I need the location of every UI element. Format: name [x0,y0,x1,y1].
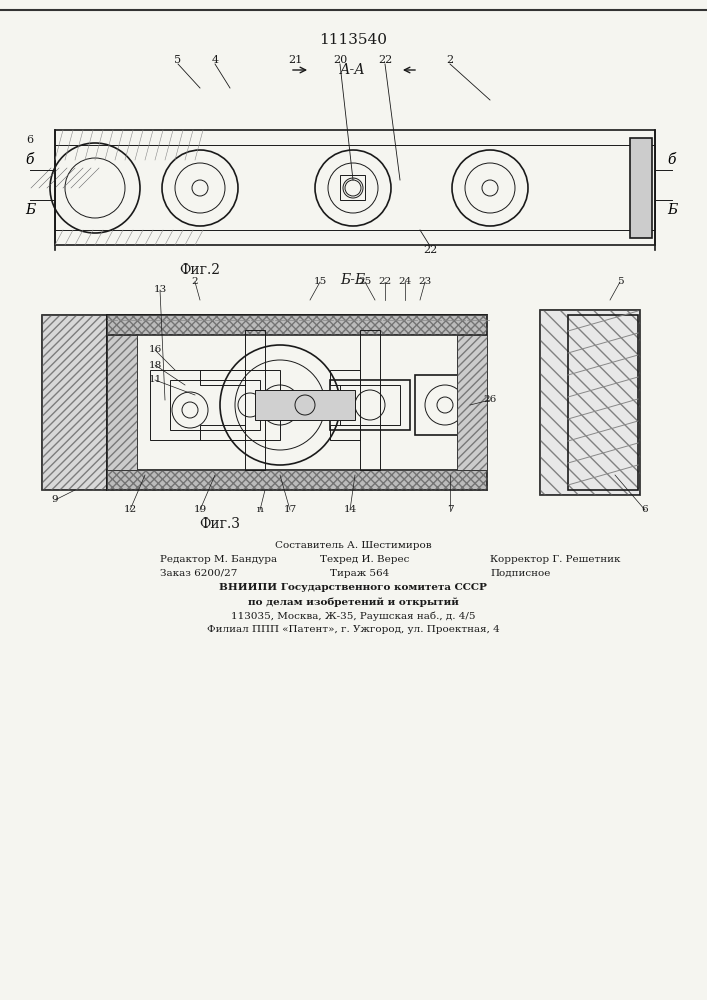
Text: 12: 12 [124,506,136,514]
Text: Фиг.2: Фиг.2 [180,263,221,277]
Text: Филиал ППП «Патент», г. Ужгород, ул. Проектная, 4: Филиал ППП «Патент», г. Ужгород, ул. Про… [206,626,499,635]
Text: 14: 14 [344,506,356,514]
Text: Составитель А. Шестимиров: Составитель А. Шестимиров [275,540,431,550]
Text: 22: 22 [378,277,392,286]
Text: 21: 21 [288,55,302,65]
Bar [457,335,487,470]
Text: 2: 2 [192,277,198,286]
Bar [200,425,245,440]
Bar [55,130,655,245]
Bar [330,380,410,430]
Bar [540,310,640,495]
Bar [330,370,360,385]
Bar [107,335,137,470]
Text: 4: 4 [211,55,218,65]
Text: по делам изобретений и открытий: по делам изобретений и открытий [247,597,458,607]
Text: Корректор Г. Решетник: Корректор Г. Решетник [490,554,621,564]
Text: 113035, Москва, Ж-35, Раушская наб., д. 4/5: 113035, Москва, Ж-35, Раушская наб., д. … [230,611,475,621]
Text: б: б [667,153,677,167]
Text: 22: 22 [423,245,437,255]
Text: 6: 6 [26,135,33,145]
Text: 19: 19 [194,506,206,514]
Text: 13: 13 [153,286,167,294]
Bar [568,315,638,490]
Text: 9: 9 [52,495,58,504]
Text: 23: 23 [419,277,432,286]
Bar [360,330,380,470]
Bar [107,335,137,470]
Text: А-А: А-А [340,63,366,77]
Text: Б: Б [667,203,677,217]
Text: ВНИИПИ Государственного комитета СССР: ВНИИПИ Государственного комитета СССР [219,584,487,592]
Bar [42,315,107,490]
Text: Редактор М. Бандура: Редактор М. Бандура [160,554,277,564]
Text: 5: 5 [175,55,182,65]
Bar [630,138,652,238]
Text: 26: 26 [484,395,496,404]
Text: Техред И. Верес: Техред И. Верес [320,554,409,564]
Bar [107,470,487,490]
Text: 18: 18 [148,360,162,369]
Bar [107,470,487,490]
Text: Фиг.3: Фиг.3 [199,517,240,531]
Text: Подписное: Подписное [490,568,550,578]
Text: 7: 7 [447,506,453,514]
Text: 22: 22 [378,55,392,65]
Bar [255,390,355,420]
Text: Заказ 6200/27: Заказ 6200/27 [160,568,238,578]
Bar [330,425,360,440]
Bar [245,330,265,470]
Bar [107,315,487,335]
Bar [107,315,487,490]
Bar [457,335,487,470]
Bar [55,145,655,230]
Text: Б: Б [25,203,35,217]
Text: 6: 6 [642,506,648,514]
Bar [415,375,475,435]
Bar [540,310,640,495]
Bar [107,315,487,335]
Text: 20: 20 [333,55,347,65]
Text: б: б [25,153,34,167]
Bar [170,380,260,430]
Bar [150,370,280,440]
Bar [340,385,400,425]
Text: 16: 16 [148,346,162,355]
Text: n: n [257,506,264,514]
Text: 1113540: 1113540 [319,33,387,47]
Text: 2: 2 [446,55,454,65]
Text: 25: 25 [358,277,372,286]
Bar [200,370,245,385]
Bar [340,175,365,200]
Text: 5: 5 [617,277,624,286]
Text: 17: 17 [284,506,297,514]
Text: 24: 24 [398,277,411,286]
Bar [42,315,107,490]
Text: Тираж 564: Тираж 564 [330,568,390,578]
Text: 15: 15 [313,277,327,286]
Text: 11: 11 [148,375,162,384]
Text: Б-Б: Б-Б [340,273,366,287]
